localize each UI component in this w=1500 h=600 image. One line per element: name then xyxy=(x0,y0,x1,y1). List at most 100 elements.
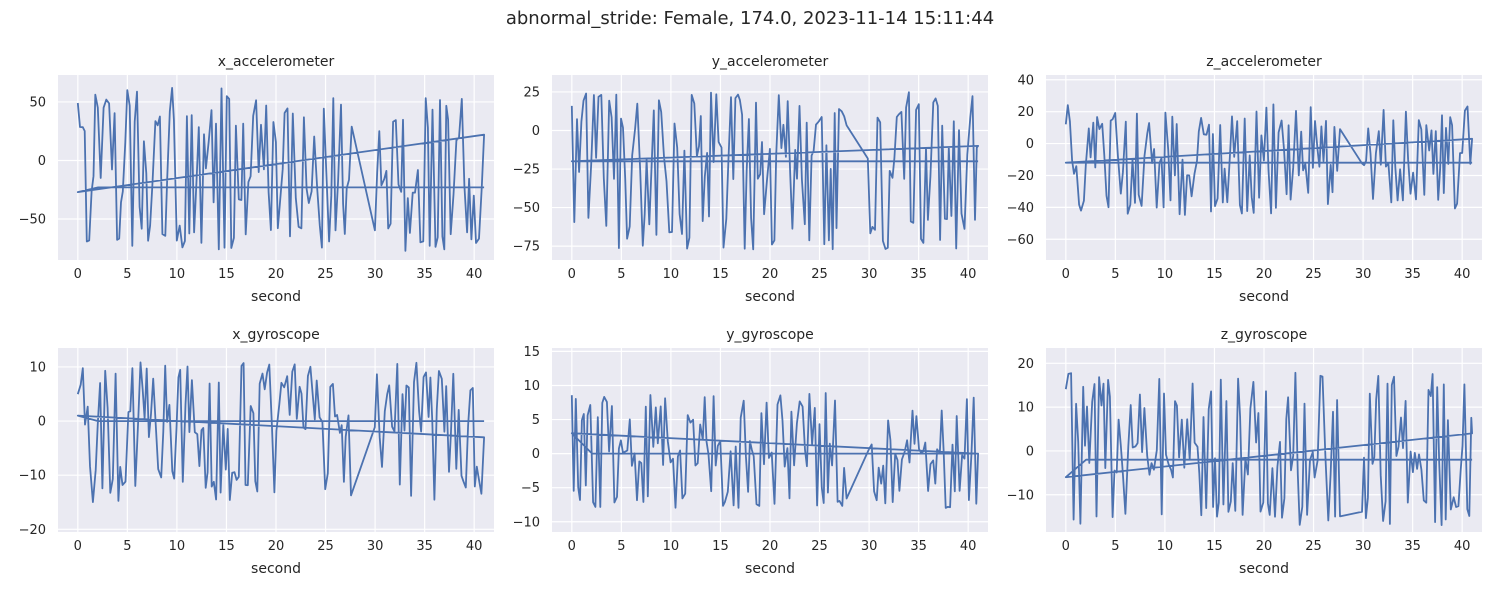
subplot-title: z_gyroscope xyxy=(1221,327,1308,343)
x-axis-label: second xyxy=(251,289,301,305)
y-tick-label: 0 xyxy=(38,154,46,169)
x-tick-label: 20 xyxy=(268,539,285,554)
y-tick-label: 0 xyxy=(38,415,46,430)
subplot-title: z_accelerometer xyxy=(1206,54,1322,70)
x-tick-label: 0 xyxy=(568,267,576,282)
y-tick-label: −10 xyxy=(1007,488,1034,503)
x-tick-label: 40 xyxy=(1454,267,1471,282)
y-tick-label: 0 xyxy=(1026,137,1034,152)
x-tick-label: 35 xyxy=(1404,267,1421,282)
x-tick-label: 40 xyxy=(960,539,977,554)
x-tick-label: 30 xyxy=(861,539,878,554)
x-tick-label: 15 xyxy=(218,267,235,282)
y-tick-label: −60 xyxy=(1007,233,1034,248)
x-tick-label: 35 xyxy=(416,267,433,282)
x-tick-label: 5 xyxy=(123,267,131,282)
x-tick-label: 0 xyxy=(1062,539,1070,554)
x-tick-label: 25 xyxy=(1305,267,1322,282)
x-tick-label: 15 xyxy=(712,539,729,554)
y-tick-label: 0 xyxy=(1026,444,1034,459)
subplot-y_accelerometer: 0 5 10 15 20 25 30 35 40 −75 −50 −25 0 25 y_accelerome… xyxy=(513,54,988,305)
subplot-title: y_accelerometer xyxy=(712,54,829,70)
x-tick-label: 40 xyxy=(1454,539,1471,554)
subplot-z_gyroscope: 0 5 10 15 20 25 30 35 40 −10 0 10 20 z_gyroscopesecon… xyxy=(1007,327,1482,577)
x-tick-label: 5 xyxy=(1111,539,1119,554)
subplot-x_gyroscope: 0 5 10 15 20 25 30 35 40 −20 −10 0 10 x_gyroscopeseco… xyxy=(19,327,494,577)
y-tick-label: 10 xyxy=(29,360,46,375)
x-tick-label: 10 xyxy=(1157,267,1174,282)
y-tick-label: 10 xyxy=(523,379,540,394)
x-tick-label: 20 xyxy=(1256,539,1273,554)
y-tick-label: 50 xyxy=(29,95,46,110)
x-tick-label: 25 xyxy=(317,267,334,282)
x-tick-label: 35 xyxy=(416,539,433,554)
y-tick-label: −20 xyxy=(19,523,46,538)
y-tick-label: 40 xyxy=(1017,73,1034,88)
x-tick-label: 35 xyxy=(910,267,927,282)
y-tick-label: −25 xyxy=(513,163,540,178)
x-tick-label: 5 xyxy=(123,539,131,554)
y-tick-label: −75 xyxy=(513,240,540,255)
x-axis-label: second xyxy=(1239,561,1289,577)
x-tick-label: 10 xyxy=(663,267,680,282)
x-tick-label: 35 xyxy=(910,539,927,554)
x-tick-label: 10 xyxy=(169,539,186,554)
x-tick-label: 10 xyxy=(663,539,680,554)
x-tick-label: 15 xyxy=(218,539,235,554)
subplot-z_accelerometer: 0 5 10 15 20 25 30 35 40 −60 −40 −20 0 20 40 z_accelero… xyxy=(1007,54,1482,305)
x-tick-label: 5 xyxy=(617,539,625,554)
y-tick-label: 25 xyxy=(523,85,540,100)
subplot-title: y_gyroscope xyxy=(726,327,814,343)
y-tick-label: −5 xyxy=(521,481,540,496)
x-axis-label: second xyxy=(251,561,301,577)
y-tick-label: 10 xyxy=(1017,401,1034,416)
subplot-x_accelerometer: 0 5 10 15 20 25 30 35 40 −50 0 50 x_accelerometersec… xyxy=(19,54,494,305)
subplot-title: x_gyroscope xyxy=(232,327,320,343)
y-tick-label: −40 xyxy=(1007,201,1034,216)
x-tick-label: 25 xyxy=(1305,539,1322,554)
x-tick-label: 25 xyxy=(811,267,828,282)
x-tick-label: 15 xyxy=(712,267,729,282)
x-tick-label: 0 xyxy=(1062,267,1070,282)
y-tick-label: −20 xyxy=(1007,169,1034,184)
x-tick-label: 40 xyxy=(466,539,483,554)
x-tick-label: 0 xyxy=(74,539,82,554)
x-axis-label: second xyxy=(1239,289,1289,305)
y-tick-label: −10 xyxy=(19,469,46,484)
x-tick-label: 30 xyxy=(367,539,384,554)
x-tick-label: 15 xyxy=(1206,267,1223,282)
y-tick-label: −50 xyxy=(19,213,46,228)
x-tick-label: 20 xyxy=(1256,267,1273,282)
subplot-title: x_accelerometer xyxy=(218,54,335,70)
y-tick-label: −50 xyxy=(513,201,540,216)
y-tick-label: 0 xyxy=(532,447,540,462)
x-tick-label: 25 xyxy=(317,539,334,554)
y-tick-label: −10 xyxy=(513,515,540,530)
x-tick-label: 35 xyxy=(1404,539,1421,554)
x-tick-label: 30 xyxy=(861,267,878,282)
x-tick-label: 20 xyxy=(762,539,779,554)
x-tick-label: 10 xyxy=(169,267,186,282)
x-tick-label: 40 xyxy=(960,267,977,282)
x-tick-label: 0 xyxy=(74,267,82,282)
x-axis-label: second xyxy=(745,561,795,577)
x-axis-label: second xyxy=(745,289,795,305)
y-tick-label: 0 xyxy=(532,124,540,139)
x-tick-label: 25 xyxy=(811,539,828,554)
x-tick-label: 15 xyxy=(1206,539,1223,554)
y-tick-label: 5 xyxy=(532,413,540,428)
y-tick-label: 20 xyxy=(1017,105,1034,120)
x-tick-label: 5 xyxy=(1111,267,1119,282)
subplot-y_gyroscope: 0 5 10 15 20 25 30 35 40 −10 −5 0 5 10 15 y_gyroscopese… xyxy=(513,327,988,577)
x-tick-label: 5 xyxy=(617,267,625,282)
x-tick-label: 20 xyxy=(268,267,285,282)
x-tick-label: 30 xyxy=(1355,539,1372,554)
x-tick-label: 30 xyxy=(1355,267,1372,282)
x-tick-label: 30 xyxy=(367,267,384,282)
y-tick-label: 20 xyxy=(1017,357,1034,372)
x-tick-label: 20 xyxy=(762,267,779,282)
x-tick-label: 0 xyxy=(568,539,576,554)
y-tick-label: 15 xyxy=(523,345,540,360)
x-tick-label: 10 xyxy=(1157,539,1174,554)
